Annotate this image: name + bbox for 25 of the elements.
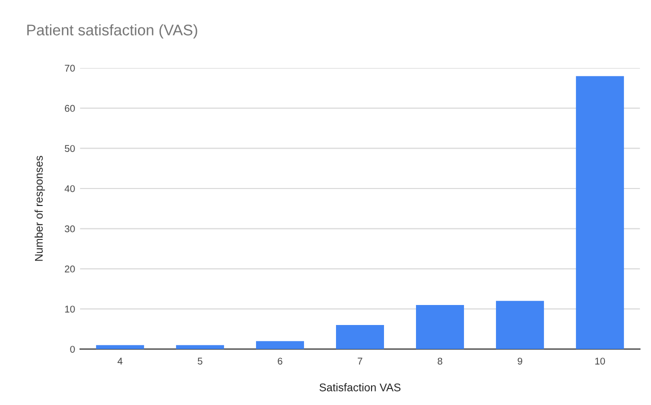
y-tick-label: 30: [64, 225, 75, 232]
x-tick-label: 8: [438, 358, 442, 365]
y-tick-label: 0: [70, 346, 75, 353]
y-tick-label: 60: [64, 104, 75, 112]
y-tick-label: 20: [64, 266, 75, 272]
x-tick-label: 6: [278, 358, 282, 365]
bar: [96, 345, 144, 350]
y-tick-label: 10: [65, 306, 75, 313]
x-tick-label: 10: [595, 358, 605, 365]
bar: [496, 300, 544, 350]
x-tick-label: 9: [518, 358, 522, 365]
bar: [256, 341, 304, 350]
x-axis-title: Satisfaction VAS: [320, 383, 400, 392]
x-tick-label: 4: [118, 358, 122, 364]
bar: [576, 76, 624, 350]
x-tick-label: 7: [358, 358, 362, 364]
y-axis-title: Number of responses: [34, 156, 45, 261]
y-tick-label: 70: [64, 64, 75, 72]
y-tick-label: 50: [64, 145, 75, 152]
x-tick-label: 5: [198, 358, 202, 365]
bar: [336, 325, 384, 350]
bar: [416, 304, 464, 350]
bar: [176, 345, 224, 350]
y-tick-label: 40: [64, 185, 75, 192]
chart-title: Patient satisfaction (VAS): [27, 24, 198, 38]
